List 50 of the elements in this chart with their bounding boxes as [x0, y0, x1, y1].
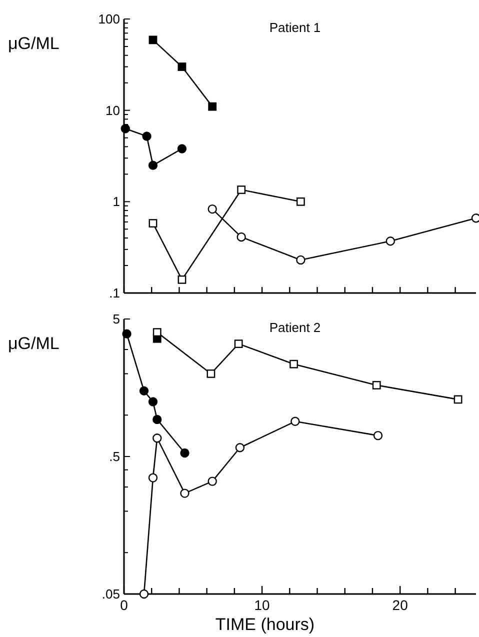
- y-tick-label: 1: [112, 194, 120, 210]
- point: [208, 204, 217, 214]
- point: [152, 328, 162, 337]
- point: [208, 102, 217, 111]
- point: [148, 473, 158, 482]
- point: [152, 434, 162, 443]
- point: [235, 443, 245, 452]
- point: [120, 124, 130, 134]
- y-axis-title: μG/ML: [8, 334, 60, 353]
- point: [290, 360, 298, 368]
- x-tick-label: 10: [254, 597, 270, 613]
- point: [152, 414, 162, 424]
- point: [373, 430, 383, 440]
- point: [290, 416, 300, 426]
- point: [471, 214, 479, 223]
- x-axis-title: TIME (hours): [215, 615, 315, 634]
- y-tick-label: .1: [109, 286, 120, 301]
- point: [237, 186, 246, 194]
- point: [206, 370, 216, 378]
- point: [177, 144, 187, 154]
- point: [180, 488, 190, 498]
- point: [148, 219, 158, 228]
- point: [148, 36, 158, 44]
- y-tick-label: 10: [106, 102, 120, 118]
- point: [296, 197, 305, 206]
- y-tick-label: 100: [98, 12, 120, 27]
- point: [386, 236, 396, 246]
- point: [372, 381, 381, 390]
- x-tick-label: 0: [120, 597, 128, 613]
- point: [454, 395, 462, 404]
- point: [148, 160, 158, 170]
- point: [142, 132, 152, 141]
- point: [139, 589, 149, 599]
- y-tick-label: 5: [112, 312, 120, 327]
- point: [178, 62, 186, 71]
- point: [236, 232, 246, 242]
- point: [180, 448, 190, 458]
- point: [139, 386, 149, 396]
- point: [296, 255, 306, 265]
- chart-title: Patient 2: [269, 320, 321, 335]
- y-tick-label: .5: [109, 449, 120, 464]
- y-tick-label: .05: [102, 586, 120, 602]
- point: [208, 476, 217, 486]
- point: [122, 329, 132, 338]
- point: [178, 275, 186, 284]
- y-axis-title: μG/ML: [8, 34, 60, 53]
- point: [234, 340, 243, 348]
- x-tick-label: 20: [392, 597, 408, 613]
- point: [148, 397, 158, 406]
- chart-title: Patient 1: [269, 20, 321, 35]
